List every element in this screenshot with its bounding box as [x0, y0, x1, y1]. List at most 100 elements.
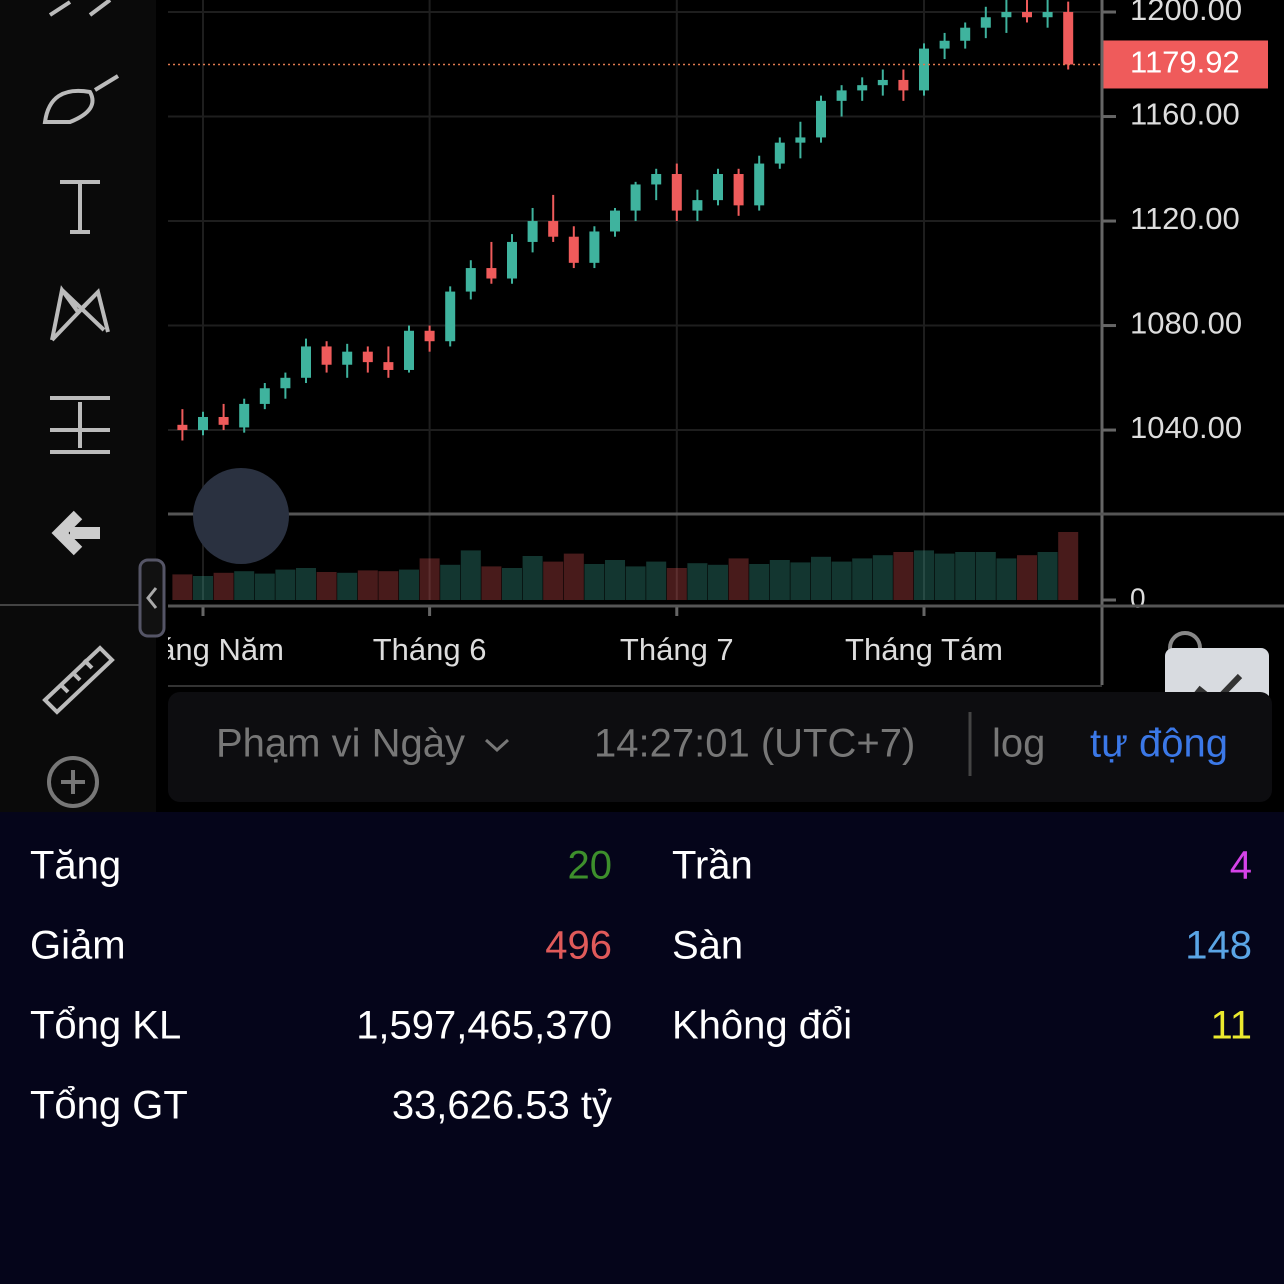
range-button[interactable]: Phạm vi Ngày	[216, 722, 465, 766]
volume-bar	[275, 569, 296, 600]
volume-bar	[831, 561, 852, 600]
bottom-bar	[168, 692, 1272, 802]
stat-label: Trần	[672, 844, 753, 888]
candle-body	[259, 388, 270, 404]
collapse-arrow	[146, 587, 158, 609]
x-tick-label: Tháng 7	[620, 632, 734, 667]
volume-bar	[1037, 552, 1058, 600]
volume-bar	[605, 560, 625, 600]
volume-bar	[728, 558, 749, 600]
volume-bar	[522, 556, 543, 600]
log-toggle[interactable]: log	[992, 722, 1045, 766]
candle-body	[1063, 12, 1074, 65]
candle-body	[527, 221, 538, 242]
x-tick-label: Tháng 6	[373, 632, 487, 667]
volume-bar	[790, 562, 811, 600]
volume-bar	[914, 550, 934, 600]
pattern-tool[interactable]	[50, 285, 110, 342]
y-tick-label: 1040.00	[1130, 410, 1242, 445]
line-tool[interactable]	[48, 0, 112, 17]
volume-bar	[234, 571, 255, 600]
volume-tick-label: 0	[1130, 582, 1146, 613]
stat-label: Giảm	[30, 924, 126, 968]
volume-bar	[872, 555, 893, 600]
candle-body	[733, 174, 744, 206]
fib-tool[interactable]	[50, 396, 110, 454]
volume-bar	[666, 568, 687, 600]
candle-body	[1042, 12, 1053, 18]
volume-bar	[172, 574, 193, 600]
volume-bar	[1058, 532, 1079, 600]
candle-body	[610, 210, 620, 232]
brush-tool[interactable]	[42, 74, 120, 124]
volume-bar	[378, 571, 399, 600]
candle-body	[692, 200, 703, 211]
candle-body	[280, 377, 291, 389]
volume-bar	[646, 561, 667, 600]
last-price-box	[1102, 40, 1268, 89]
volume-bar	[481, 566, 502, 600]
candle-body	[383, 362, 394, 370]
volume-bar	[460, 550, 481, 600]
tool-icons	[42, 0, 120, 808]
stat-value: 11	[1210, 1004, 1252, 1048]
volume-bar	[1017, 555, 1037, 600]
candle-body	[589, 231, 600, 263]
candle-body	[1001, 12, 1012, 18]
last-price-label: 1179.92	[1130, 45, 1240, 80]
volume-bar	[440, 564, 461, 600]
stats-panel: Tăng 20 Giảm 496 Tổng KL 1,597,465,370 Tổng GT…	[30, 844, 1252, 1128]
candle-body	[939, 40, 950, 49]
chart-bg	[0, 0, 1284, 812]
stat-value: 4	[1230, 844, 1252, 888]
candle-body	[404, 330, 414, 370]
stat-label: Tổng KL	[30, 1004, 181, 1048]
volume-bar	[811, 556, 831, 600]
back-tool[interactable]	[51, 510, 100, 556]
stat-value: 496	[545, 924, 612, 968]
candle-body	[548, 221, 559, 237]
candle-body	[671, 174, 682, 211]
stat-value: 20	[568, 844, 613, 888]
ruler-tool[interactable]	[42, 645, 115, 715]
plot-area: Tháng Năm Tháng 6 Tháng 7 Tháng Tám	[168, 0, 1100, 667]
candle-body	[486, 268, 497, 279]
floating-button[interactable]	[193, 468, 289, 564]
y-tick-label: 1120.00	[1130, 201, 1240, 236]
candle-body	[774, 142, 785, 164]
candle-body	[877, 79, 888, 86]
volume-bar	[584, 564, 605, 600]
candle-body	[836, 90, 847, 101]
candle-body	[960, 27, 971, 41]
volume-bar	[975, 552, 996, 600]
candle-body	[816, 100, 826, 138]
volume-bar	[543, 561, 564, 600]
candle-body	[465, 268, 476, 292]
stat-value: 1,597,465,370	[356, 1004, 612, 1048]
volume-bar	[399, 569, 419, 600]
chart: Tháng Năm Tháng 6 Tháng 7 Tháng Tám 1040.00 1…	[168, 0, 1268, 667]
candle-body	[424, 330, 435, 342]
clock: 14:27:01 (UTC+7)	[594, 722, 915, 766]
volume-bar	[563, 553, 584, 600]
stat-label: Tăng	[30, 844, 121, 888]
auto-toggle[interactable]: tự động	[1090, 722, 1228, 766]
candle-body	[568, 236, 579, 263]
stat-label: Không đổi	[672, 1004, 852, 1048]
volume-bar	[193, 576, 213, 600]
candle-body	[919, 48, 929, 91]
candle-body	[754, 163, 765, 206]
candle-body	[218, 416, 229, 425]
text-tool[interactable]	[60, 180, 100, 234]
stat-value: 148	[1185, 924, 1252, 968]
volume-bar	[502, 568, 522, 600]
zoom-plus	[61, 770, 85, 794]
candle-body	[445, 291, 456, 342]
range-caret	[484, 738, 510, 753]
collapse-button[interactable]	[138, 558, 166, 638]
stat-label: Sàn	[672, 924, 743, 968]
y-tick-label: 1200.00	[1130, 0, 1242, 27]
volume-bar	[687, 563, 708, 600]
zoom-tool[interactable]	[47, 756, 99, 808]
